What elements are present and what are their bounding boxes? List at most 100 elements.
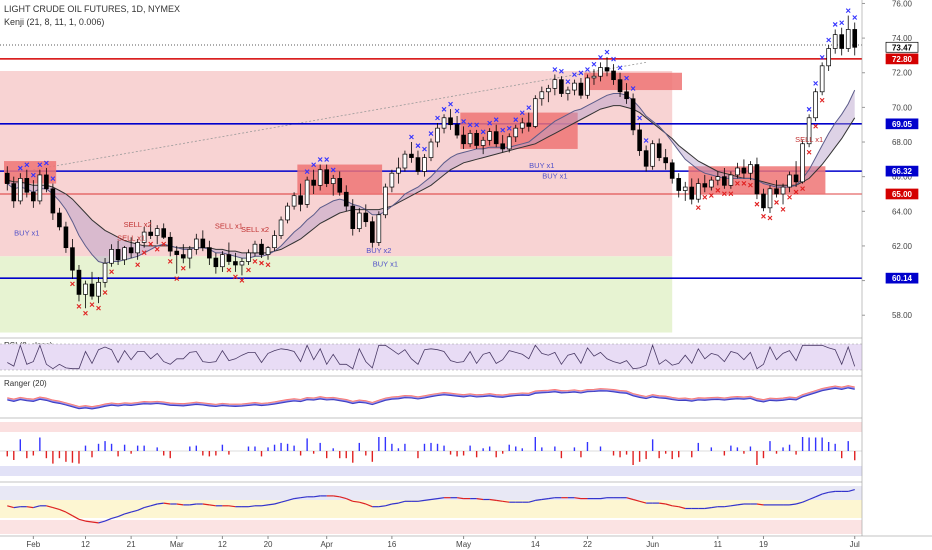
candle xyxy=(643,150,649,167)
tdi-line-segment xyxy=(294,497,301,500)
tdi-line-segment xyxy=(163,502,171,505)
tdi-line-segment xyxy=(821,491,829,495)
candle xyxy=(89,283,95,297)
candle xyxy=(826,48,831,67)
candle xyxy=(389,172,395,188)
candle xyxy=(800,143,805,183)
candle xyxy=(500,143,506,150)
candle xyxy=(383,186,388,216)
signal-label: BUY x1 xyxy=(542,171,567,180)
signal-x-marker xyxy=(774,200,779,205)
price-tick-label: 68.00 xyxy=(892,138,913,147)
signal-x-marker xyxy=(604,49,610,55)
signal-x-marker xyxy=(180,265,186,271)
signal-label: SELL x1 xyxy=(117,234,145,243)
tdi-line-segment xyxy=(639,500,647,504)
msi-upper-band xyxy=(0,422,862,432)
candle xyxy=(167,236,173,252)
signal-x-marker xyxy=(832,22,838,27)
signal-x-marker xyxy=(265,262,271,268)
signal-x-marker xyxy=(754,201,760,207)
candle xyxy=(422,157,427,172)
signal-x-marker xyxy=(467,122,473,128)
tdi-line-segment xyxy=(111,516,119,519)
signal-x-marker xyxy=(89,302,95,308)
tdi-line-segment xyxy=(711,506,718,509)
candle xyxy=(748,164,753,174)
candle xyxy=(650,143,655,167)
candle xyxy=(402,153,408,169)
tdi-line-segment xyxy=(150,503,158,507)
time-tick-label: Jul xyxy=(850,540,860,549)
candle xyxy=(611,70,616,81)
tdi-line-segment xyxy=(130,509,138,513)
candle xyxy=(252,243,258,254)
tdi-upper-band xyxy=(0,486,862,500)
signal-x-marker xyxy=(30,172,36,178)
signal-x-marker xyxy=(526,105,532,110)
signal-x-marker xyxy=(226,267,232,273)
price-label: 73.47 xyxy=(892,43,913,52)
time-tick-label: Feb xyxy=(26,540,40,549)
time-tick-label: May xyxy=(456,540,471,549)
candle xyxy=(585,77,590,96)
tdi-line-segment xyxy=(359,501,366,505)
signal-x-marker xyxy=(793,189,799,195)
candle xyxy=(265,247,271,255)
tdi-line-segment xyxy=(632,498,640,502)
signal-x-marker xyxy=(109,269,114,275)
tdi-line-segment xyxy=(828,490,836,493)
signal-x-marker xyxy=(161,241,167,247)
ranger-line xyxy=(7,387,855,410)
candle xyxy=(735,167,740,176)
candle xyxy=(559,79,564,94)
time-tick-label: 16 xyxy=(387,540,396,549)
signal-x-marker xyxy=(154,246,160,252)
candle xyxy=(754,164,760,195)
signal-x-marker xyxy=(474,122,480,128)
tdi-line-segment xyxy=(248,505,256,508)
signal-x-marker xyxy=(728,191,734,197)
tdi-line-segment xyxy=(430,498,438,501)
candle xyxy=(102,262,108,283)
candle xyxy=(363,212,369,223)
signal-x-marker xyxy=(715,187,721,193)
signal-label: BUY x1 xyxy=(529,161,554,170)
candle xyxy=(493,131,499,145)
candle xyxy=(682,186,688,191)
signal-x-marker xyxy=(826,37,832,43)
ranger-line xyxy=(7,385,855,408)
price-label: 60.14 xyxy=(892,274,913,283)
tdi-line-segment xyxy=(7,505,14,509)
sell-zone xyxy=(0,71,673,257)
candle xyxy=(578,82,584,96)
tdi-line-segment xyxy=(802,498,810,503)
candle xyxy=(109,249,114,264)
tdi-line-segment xyxy=(378,505,386,508)
tdi-line-segment xyxy=(346,498,354,502)
signal-x-marker xyxy=(239,277,245,283)
tdi-line-segment xyxy=(808,496,816,501)
signal-x-marker xyxy=(598,54,603,60)
candle xyxy=(233,261,238,266)
signal-x-marker xyxy=(493,117,499,123)
candle xyxy=(519,122,525,129)
signal-x-marker xyxy=(409,134,414,140)
signal-x-marker xyxy=(735,181,740,186)
supply-box xyxy=(460,112,578,149)
tdi-line-segment xyxy=(815,493,823,498)
signal-x-marker xyxy=(819,54,825,60)
signal-x-marker xyxy=(259,260,264,266)
candle xyxy=(317,169,323,186)
tdi-line-segment xyxy=(144,505,151,509)
candle xyxy=(96,281,101,297)
price-tick-label: 64.00 xyxy=(892,207,913,216)
candle xyxy=(324,169,330,184)
candle xyxy=(761,193,766,209)
signal-x-marker xyxy=(233,274,238,280)
candle xyxy=(630,98,636,131)
candle xyxy=(656,143,662,158)
signal-x-marker xyxy=(637,115,642,121)
